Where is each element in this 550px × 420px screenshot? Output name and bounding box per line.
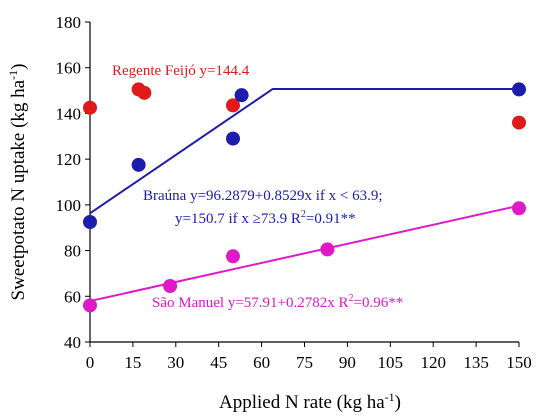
regression-lines — [89, 87, 520, 303]
sao-manuel-point — [163, 279, 178, 293]
x-tick-label: 75 — [296, 353, 313, 372]
x-tick-label: 15 — [124, 353, 141, 372]
brauna-fit-line — [89, 87, 519, 215]
y-tick-label: 40 — [64, 333, 81, 352]
brauna-point — [226, 131, 240, 146]
x-tick-label: 0 — [86, 353, 95, 372]
regente-feijo-point — [137, 85, 152, 100]
x-axis-title: Applied N rate (kg ha-1) — [219, 390, 401, 413]
y-tick-label: 180 — [56, 13, 82, 32]
x-tick-label: 45 — [210, 353, 227, 372]
y-tick-label: 60 — [64, 287, 81, 306]
data-points — [83, 82, 526, 313]
brauna-point — [234, 88, 249, 103]
x-tick-label: 120 — [420, 353, 446, 372]
sao-manuel-point — [83, 298, 97, 313]
brauna-point — [512, 82, 526, 97]
y-tick-label: 100 — [56, 196, 82, 215]
y-axis-ticks: 40 60 80 100 120 140 160 180 — [56, 13, 90, 352]
x-axis-ticks: 0 15 30 45 60 75 90 105 120 135 150 — [86, 342, 532, 372]
y-tick-label: 140 — [56, 104, 82, 123]
y-tick-label: 80 — [64, 242, 81, 261]
sao-manuel-point — [512, 201, 526, 216]
brauna-annotation-line1: Braúna y=96.2879+0.8529x if x < 63.9; — [143, 188, 383, 204]
regente-feijo-point — [226, 98, 240, 113]
x-tick-label: 105 — [378, 353, 404, 372]
sao-manuel-point — [320, 242, 335, 257]
x-tick-label: 30 — [167, 353, 184, 372]
sao-manuel-fit-line — [89, 204, 520, 303]
x-tick-label: 60 — [253, 353, 270, 372]
regente-feijo-point — [512, 115, 526, 130]
regente-annotation: Regente Feijó y=144.4 — [112, 63, 250, 79]
y-tick-label: 120 — [56, 150, 82, 169]
x-tick-label: 135 — [463, 353, 489, 372]
y-tick-label: 160 — [56, 59, 82, 78]
x-tick-label: 90 — [339, 353, 356, 372]
x-tick-label: 150 — [506, 353, 532, 372]
regente-feijo-point — [83, 100, 97, 115]
brauna-point — [83, 215, 97, 229]
y-axis-title: Sweetpotato N uptake (kg ha-1) — [6, 64, 29, 301]
brauna-point — [131, 157, 146, 172]
sao-manuel-point — [226, 249, 240, 264]
saomanuel-annotation: São Manuel y=57.91+0.2782x R2=0.96** — [152, 293, 403, 311]
brauna-annotation-line2: y=150.7 if x ≥73.9 R2=0.91** — [175, 209, 356, 227]
